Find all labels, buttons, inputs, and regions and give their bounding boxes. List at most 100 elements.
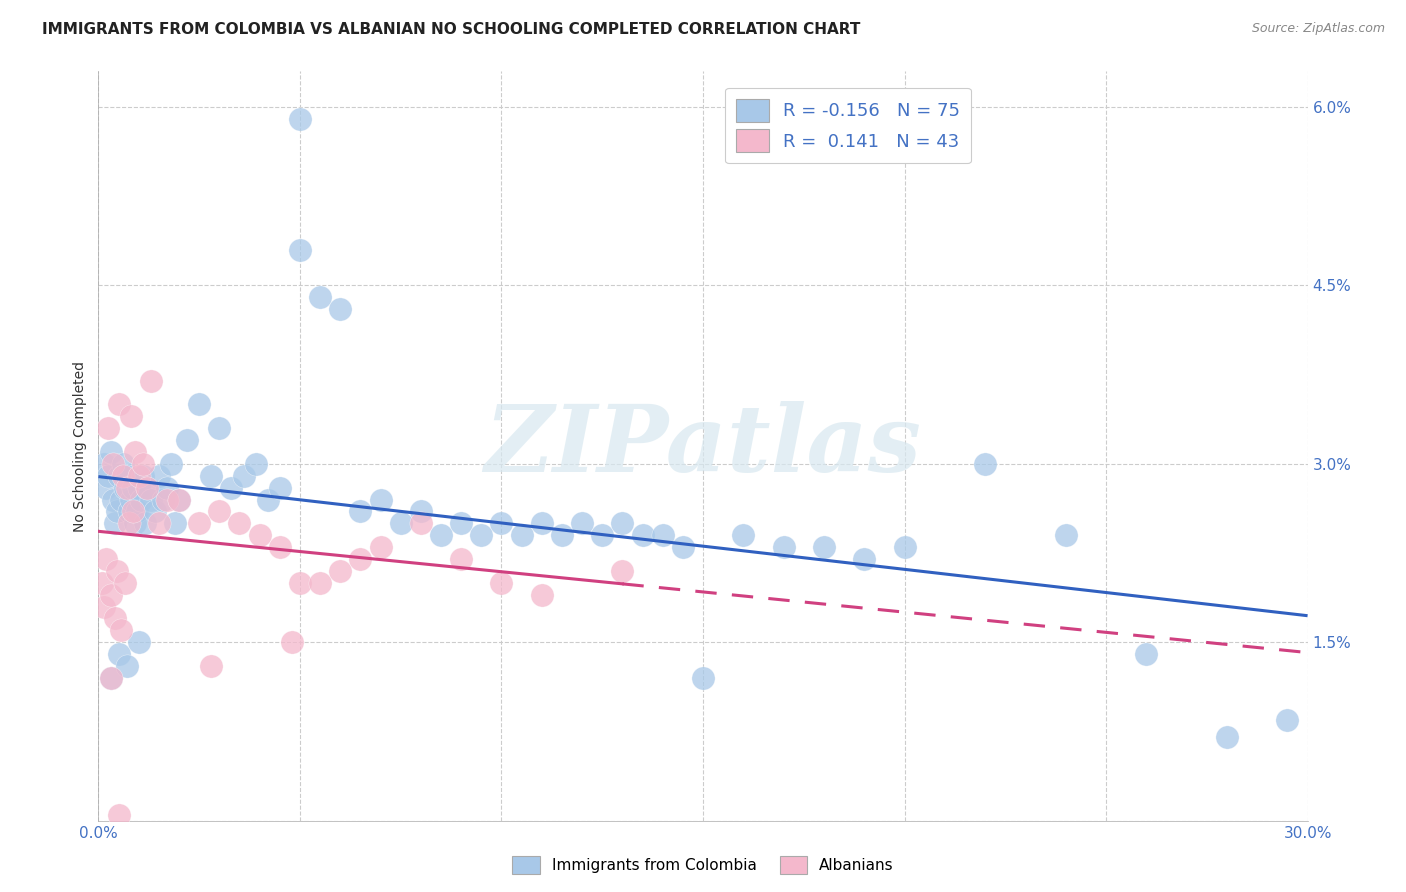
Point [124,516,146,531]
Point [389,516,412,531]
Point [167,492,190,507]
Point [101,492,124,507]
Point [135,481,157,495]
Point [100,671,122,685]
Point [105,504,128,518]
Point [853,552,876,566]
Point [114,575,136,590]
Point [91,575,114,590]
Text: ZIPatlas: ZIPatlas [485,401,921,491]
Point [118,504,141,518]
Point [612,564,634,578]
Point [163,516,186,531]
Point [530,588,553,602]
Point [107,397,129,411]
Point [156,481,179,495]
Point [118,516,141,531]
Point [491,575,513,590]
Point [115,468,138,483]
Point [813,540,835,554]
Point [143,504,166,518]
Point [105,564,128,578]
Point [160,457,183,471]
Point [510,528,533,542]
Text: IMMIGRANTS FROM COLOMBIA VS ALBANIAN NO SCHOOLING COMPLETED CORRELATION CHART: IMMIGRANTS FROM COLOMBIA VS ALBANIAN NO … [42,22,860,37]
Point [103,611,125,625]
Point [228,516,250,531]
Point [309,290,332,304]
Point [249,528,271,542]
Point [430,528,453,542]
Point [491,516,513,531]
Point [135,481,157,495]
Point [409,504,432,518]
Point [111,457,134,471]
Point [329,302,352,317]
Point [631,528,654,542]
Point [93,599,115,614]
Point [309,575,332,590]
Point [96,552,118,566]
Y-axis label: No Schooling Completed: No Schooling Completed [73,360,87,532]
Point [269,540,291,554]
Point [128,468,150,483]
Point [110,492,132,507]
Point [114,481,136,495]
Point [125,504,148,518]
Point [139,492,162,507]
Point [329,564,352,578]
Point [188,516,211,531]
Point [128,481,150,495]
Point [100,588,122,602]
Point [288,575,311,590]
Point [288,243,311,257]
Point [115,481,138,495]
Point [121,504,143,518]
Point [103,516,125,531]
Point [409,516,432,531]
Point [1135,647,1157,661]
Point [120,409,142,424]
Point [124,445,146,459]
Point [107,807,129,822]
Point [167,492,190,507]
Point [134,516,156,531]
Point [692,671,714,685]
Point [893,540,915,554]
Point [530,516,553,531]
Point [349,504,371,518]
Point [107,468,129,483]
Point [129,492,152,507]
Point [370,540,392,554]
Point [100,671,122,685]
Point [132,468,155,483]
Point [733,528,755,542]
Point [200,659,222,673]
Point [200,468,222,483]
Point [269,481,291,495]
Point [120,492,142,507]
Point [450,516,472,531]
Point [221,481,243,495]
Point [349,552,371,566]
Point [672,540,695,554]
Legend: Immigrants from Colombia, Albanians: Immigrants from Colombia, Albanians [506,850,900,880]
Point [100,445,122,459]
Point [612,516,634,531]
Point [111,468,134,483]
Point [245,457,267,471]
Point [107,647,129,661]
Point [571,516,593,531]
Text: Source: ZipAtlas.com: Source: ZipAtlas.com [1251,22,1385,36]
Point [470,528,492,542]
Point [96,481,118,495]
Point [288,112,311,126]
Point [232,468,254,483]
Point [188,397,211,411]
Point [1054,528,1077,542]
Point [139,374,162,388]
Point [121,481,143,495]
Point [115,659,138,673]
Legend: R = -0.156   N = 75, R =  0.141   N = 43: R = -0.156 N = 75, R = 0.141 N = 43 [725,88,972,163]
Point [1277,713,1299,727]
